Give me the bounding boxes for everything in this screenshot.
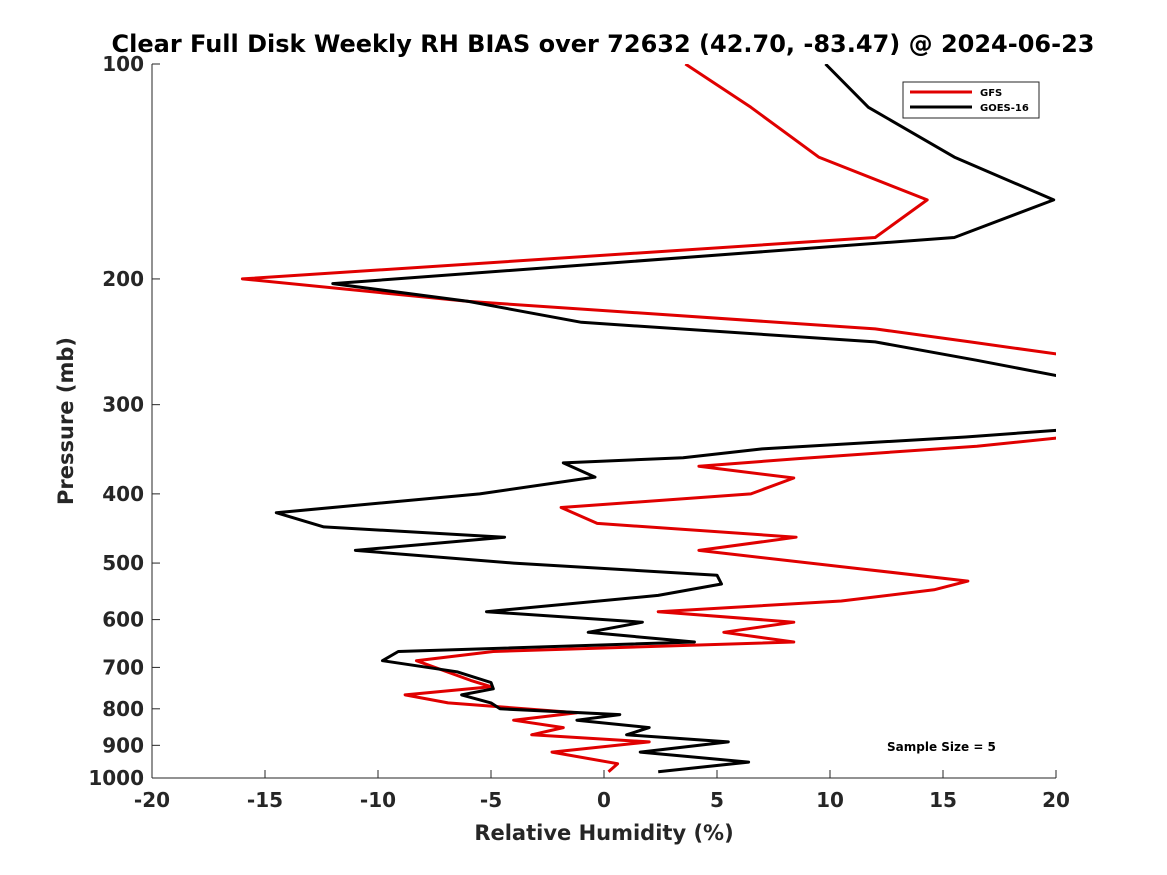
series-line-goes-16 [274,64,1056,774]
x-tick-label: -10 [360,788,396,812]
series-line-gfs [240,64,1056,773]
y-axis-label: Pressure (mb) [54,337,78,505]
x-tick-label: -15 [247,788,283,812]
y-tick-label: 1000 [88,766,144,790]
series-group [240,64,1056,774]
y-ticks: 100 200 300 400 500 600 700 800 900 1000 [88,52,160,790]
x-axis-label: Relative Humidity (%) [474,821,733,845]
legend-label: GFS [980,88,1002,99]
x-tick-label: 5 [710,788,724,812]
y-tick-label: 200 [102,267,144,291]
y-tick-label: 400 [102,482,144,506]
x-ticks: -20 -15 -10 -5 0 5 10 15 20 [134,770,1070,812]
legend: GFS GOES-16 [902,81,1040,119]
sample-size-annotation: Sample Size = 5 [887,740,996,754]
plot-axes [151,64,1056,779]
legend-label: GOES-16 [980,103,1029,114]
x-tick-label: 15 [929,788,957,812]
y-tick-label: 100 [102,52,144,76]
x-tick-label: -5 [480,788,502,812]
x-tick-label: 20 [1042,788,1070,812]
legend-box [902,81,1040,119]
y-tick-label: 700 [102,655,144,679]
x-tick-label: 0 [597,788,611,812]
y-tick-label: 900 [102,733,144,757]
x-tick-label: 10 [816,788,844,812]
y-tick-label: 500 [102,551,144,575]
series-layer [240,64,1056,774]
x-tick-label: -20 [134,788,170,812]
y-tick-label: 600 [102,608,144,632]
y-tick-label: 800 [102,697,144,721]
chart-title: Clear Full Disk Weekly RH BIAS over 7263… [112,30,1095,58]
y-tick-label: 300 [102,393,144,417]
